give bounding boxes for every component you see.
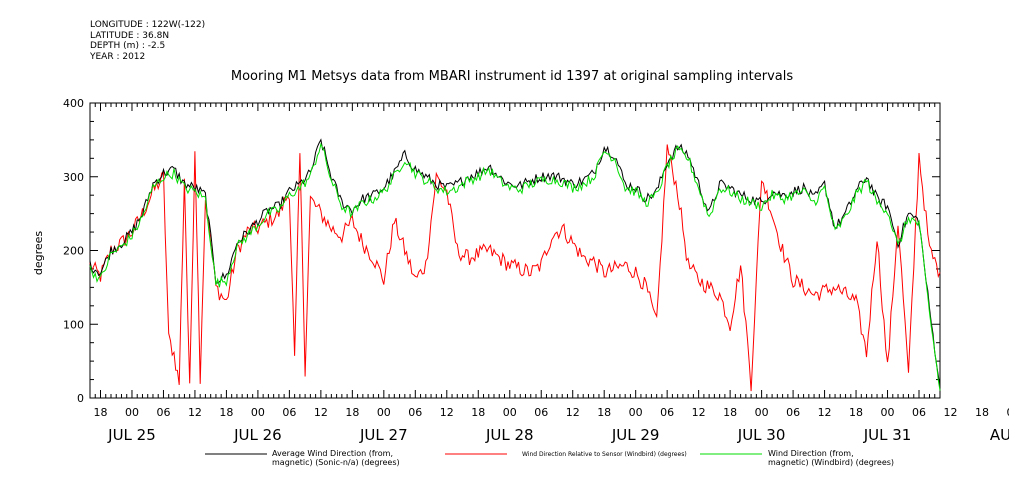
legend-label: magnetic) (Windbird) (degrees)	[768, 458, 894, 467]
metadata-block: LONGITUDE : 122W(-122) LATITUDE : 36.8N …	[90, 20, 205, 62]
x-hour-label: 06	[408, 406, 422, 419]
x-date-label: JUL 30	[737, 426, 786, 444]
x-hour-label: 18	[597, 406, 611, 419]
x-hour-label: 12	[440, 406, 454, 419]
series-lines	[89, 138, 941, 392]
series-line	[89, 138, 941, 387]
legend-label: magnetic) (Sonic-n/a) (degrees)	[272, 458, 400, 467]
y-tick-label: 300	[63, 171, 84, 184]
x-hour-label: 00	[1006, 406, 1009, 419]
x-date-label: JUL 27	[359, 426, 408, 444]
x-hour-label: 12	[566, 406, 580, 419]
x-hour-label: 18	[849, 406, 863, 419]
x-hour-label: 00	[881, 406, 895, 419]
x-hour-label: 12	[692, 406, 706, 419]
legend-label: Wind Direction (from,	[768, 449, 854, 458]
x-hour-label: 18	[975, 406, 989, 419]
y-tick-label: 0	[77, 392, 84, 405]
x-hour-label: 00	[377, 406, 391, 419]
longitude-label: LONGITUDE : 122W(-122)	[90, 20, 206, 30]
x-hour-label: 06	[660, 406, 674, 419]
x-date-label: JUL 28	[485, 426, 534, 444]
x-date-label: JUL 26	[233, 426, 282, 444]
x-hour-label: 18	[93, 406, 107, 419]
legend-label: Wind Direction Relative to Sensor (Windb…	[522, 451, 687, 458]
x-hour-label: 00	[125, 406, 139, 419]
x-hour-label: 06	[282, 406, 296, 419]
x-hour-label: 18	[723, 406, 737, 419]
x-hour-label: 00	[755, 406, 769, 419]
x-hour-label: 12	[314, 406, 328, 419]
x-hour-label: 00	[503, 406, 517, 419]
chart-title: Mooring M1 Metsys data from MBARI instru…	[231, 69, 793, 84]
x-hour-label: 06	[156, 406, 170, 419]
y-tick-label: 400	[63, 97, 84, 110]
series-line	[89, 144, 941, 392]
x-hour-label: 06	[534, 406, 548, 419]
year-label: YEAR : 2012	[90, 51, 146, 62]
x-axis-labels: 18 00 06 12 18 00 06 12 18 00 06 12 18 00 06 12 18 00 06 12…	[93, 406, 1009, 444]
axis-ticks: 0 100 200 300 400	[63, 97, 941, 405]
y-tick-label: 100	[63, 318, 84, 331]
x-hour-label: 18	[219, 406, 233, 419]
y-axis-label: degrees	[32, 231, 45, 276]
series-line	[89, 142, 941, 391]
x-hour-label: 00	[629, 406, 643, 419]
x-date-label: JUL 29	[611, 426, 660, 444]
plot-frame	[89, 102, 941, 399]
y-tick-label: 200	[63, 245, 84, 258]
x-hour-label: 06	[912, 406, 926, 419]
x-date-label: AUG 1	[990, 426, 1009, 444]
legend-label: Average Wind Direction (from,	[272, 449, 393, 458]
x-hour-label: 18	[345, 406, 359, 419]
x-hour-label: 18	[471, 406, 485, 419]
depth-label: DEPTH (m) : -2.5	[90, 41, 166, 51]
x-hour-label: 06	[786, 406, 800, 419]
latitude-label: LATITUDE : 36.8N	[90, 30, 170, 41]
x-hour-label: 12	[188, 406, 202, 419]
x-date-label: JUL 31	[863, 426, 912, 444]
x-hour-label: 12	[943, 406, 957, 419]
x-date-label: JUL 25	[107, 426, 156, 444]
x-hour-label: 00	[251, 406, 265, 419]
x-hour-label: 12	[818, 406, 832, 419]
legend: Average Wind Direction (from,magnetic) (…	[205, 449, 894, 467]
